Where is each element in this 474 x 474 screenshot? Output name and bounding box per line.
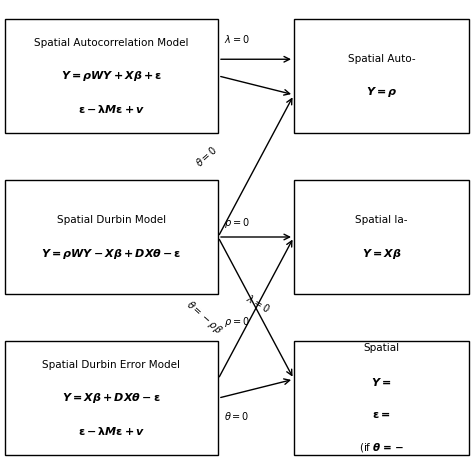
Text: Spatial Durbin Error Model: Spatial Durbin Error Model (42, 360, 181, 370)
FancyBboxPatch shape (294, 19, 469, 133)
Text: $\theta=0$: $\theta=0$ (224, 410, 250, 422)
Text: Spatial Auto-: Spatial Auto- (348, 54, 415, 64)
Text: $\boldsymbol{Y=}$: $\boldsymbol{Y=}$ (372, 375, 392, 388)
FancyBboxPatch shape (5, 180, 218, 294)
FancyBboxPatch shape (5, 19, 218, 133)
Text: $\theta=-\rho\beta$: $\theta=-\rho\beta$ (183, 298, 225, 337)
Text: $\lambda=0$: $\lambda=0$ (224, 33, 250, 45)
Text: (if $\boldsymbol{\theta=-}$: (if $\boldsymbol{\theta=-}$ (359, 441, 404, 455)
Text: $\boldsymbol{\varepsilon-\lambda M\varepsilon+v}$: $\boldsymbol{\varepsilon-\lambda M\varep… (78, 103, 145, 115)
Text: $\boldsymbol{Y= X\beta+DX\theta-\varepsilon}$: $\boldsymbol{Y= X\beta+DX\theta-\varepsi… (62, 391, 161, 405)
Text: $\rho=0$: $\rho=0$ (224, 216, 250, 230)
Text: $\boldsymbol{Y=\rho}$: $\boldsymbol{Y=\rho}$ (366, 85, 397, 100)
Text: $\rho=0$: $\rho=0$ (224, 315, 250, 329)
FancyBboxPatch shape (294, 341, 469, 455)
Text: $\boldsymbol{Y=X\beta}$: $\boldsymbol{Y=X\beta}$ (362, 246, 401, 261)
FancyBboxPatch shape (294, 180, 469, 294)
Text: $\theta=0$: $\theta=0$ (193, 144, 219, 169)
Text: Spatial: Spatial (364, 343, 400, 354)
Text: $\lambda=0$: $\lambda=0$ (244, 292, 273, 315)
Text: Spatial la-: Spatial la- (356, 215, 408, 226)
Text: $\boldsymbol{Y=\rho WY-X\beta+DX\theta-\varepsilon}$: $\boldsymbol{Y=\rho WY-X\beta+DX\theta-\… (41, 246, 182, 261)
Text: Spatial Durbin Model: Spatial Durbin Model (57, 215, 166, 226)
Text: $\boldsymbol{\varepsilon-\lambda M\varepsilon+v}$: $\boldsymbol{\varepsilon-\lambda M\varep… (78, 425, 145, 438)
FancyBboxPatch shape (5, 341, 218, 455)
Text: $\boldsymbol{Y=\rho WY+X\beta+\varepsilon}$: $\boldsymbol{Y=\rho WY+X\beta+\varepsilo… (61, 69, 162, 83)
Text: $\boldsymbol{\varepsilon=}$: $\boldsymbol{\varepsilon=}$ (373, 410, 391, 420)
Text: Spatial Autocorrelation Model: Spatial Autocorrelation Model (34, 37, 189, 48)
